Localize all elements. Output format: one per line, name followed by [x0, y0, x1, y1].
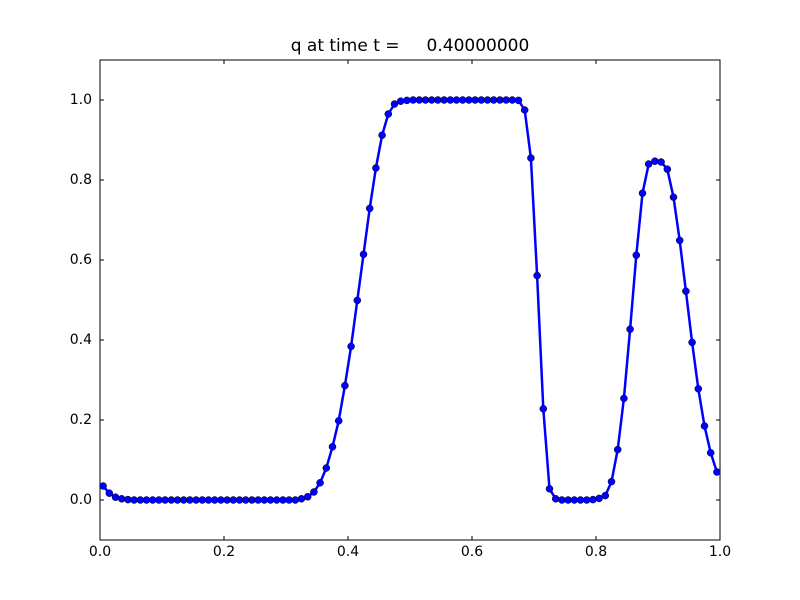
data-point — [533, 271, 541, 280]
data-point — [117, 495, 126, 503]
x-tick-label: 0.4 — [337, 544, 359, 560]
data-point — [217, 496, 225, 504]
data-point — [644, 160, 653, 168]
data-point — [688, 338, 696, 347]
data-point — [186, 496, 194, 504]
data-point — [514, 96, 523, 105]
data-point — [613, 445, 622, 454]
data-point — [669, 193, 678, 201]
data-point — [626, 325, 634, 333]
x-tick-label: 0.8 — [585, 544, 607, 560]
data-point — [99, 482, 107, 490]
x-tick-label: 1.0 — [709, 544, 731, 560]
chart-title: q at time t = 0.40000000 — [291, 36, 530, 56]
data-point — [403, 96, 411, 105]
data-point — [527, 154, 535, 162]
data-point — [310, 488, 318, 496]
y-tick-label: 0.8 — [70, 172, 92, 188]
data-point — [663, 165, 672, 173]
data-point — [657, 158, 665, 166]
data-point — [595, 494, 603, 503]
data-point — [620, 394, 628, 403]
data-point — [607, 477, 616, 486]
y-tick-label: 0.4 — [70, 332, 92, 348]
data-point — [582, 496, 591, 504]
data-point — [682, 287, 690, 295]
data-point — [378, 131, 386, 139]
x-tick-label: 0.2 — [213, 544, 235, 560]
y-tick-label: 0.6 — [70, 252, 92, 268]
data-point — [713, 468, 721, 476]
data-point — [316, 479, 324, 487]
data-point — [111, 493, 120, 501]
data-point — [539, 405, 548, 413]
data-line — [102, 98, 719, 502]
data-point — [675, 236, 684, 245]
data-point — [322, 464, 331, 472]
data-point — [601, 491, 610, 500]
data-point — [396, 97, 405, 105]
data-point — [700, 422, 709, 430]
data-point — [155, 496, 163, 504]
data-point — [551, 495, 560, 503]
data-point — [334, 417, 343, 425]
data-point — [706, 449, 715, 457]
data-point — [353, 296, 362, 305]
data-point — [105, 489, 114, 497]
data-point — [390, 100, 399, 108]
x-tick-label: 0.6 — [461, 544, 483, 560]
data-point — [638, 189, 647, 197]
data-point — [347, 342, 355, 351]
data-point — [297, 495, 306, 503]
data-point — [508, 96, 517, 104]
y-tick-label: 0.0 — [70, 492, 92, 508]
x-tick-label: 0.0 — [89, 544, 111, 560]
data-point — [520, 106, 529, 114]
data-point — [359, 250, 368, 259]
data-point — [589, 495, 597, 504]
data-point — [372, 164, 380, 172]
data-point — [545, 485, 554, 493]
data-point — [328, 443, 337, 451]
data-point — [248, 496, 256, 504]
data-point — [694, 385, 703, 393]
data-point — [365, 204, 374, 213]
plot-frame — [99, 59, 721, 541]
y-tick-label: 1.0 — [70, 92, 92, 108]
data-point — [651, 157, 659, 165]
data-point — [341, 381, 349, 390]
data-point — [124, 495, 132, 504]
data-point — [303, 493, 312, 501]
y-tick-label: 0.2 — [70, 412, 92, 428]
data-point — [632, 251, 641, 259]
data-point — [384, 110, 393, 118]
data-point — [291, 496, 300, 504]
